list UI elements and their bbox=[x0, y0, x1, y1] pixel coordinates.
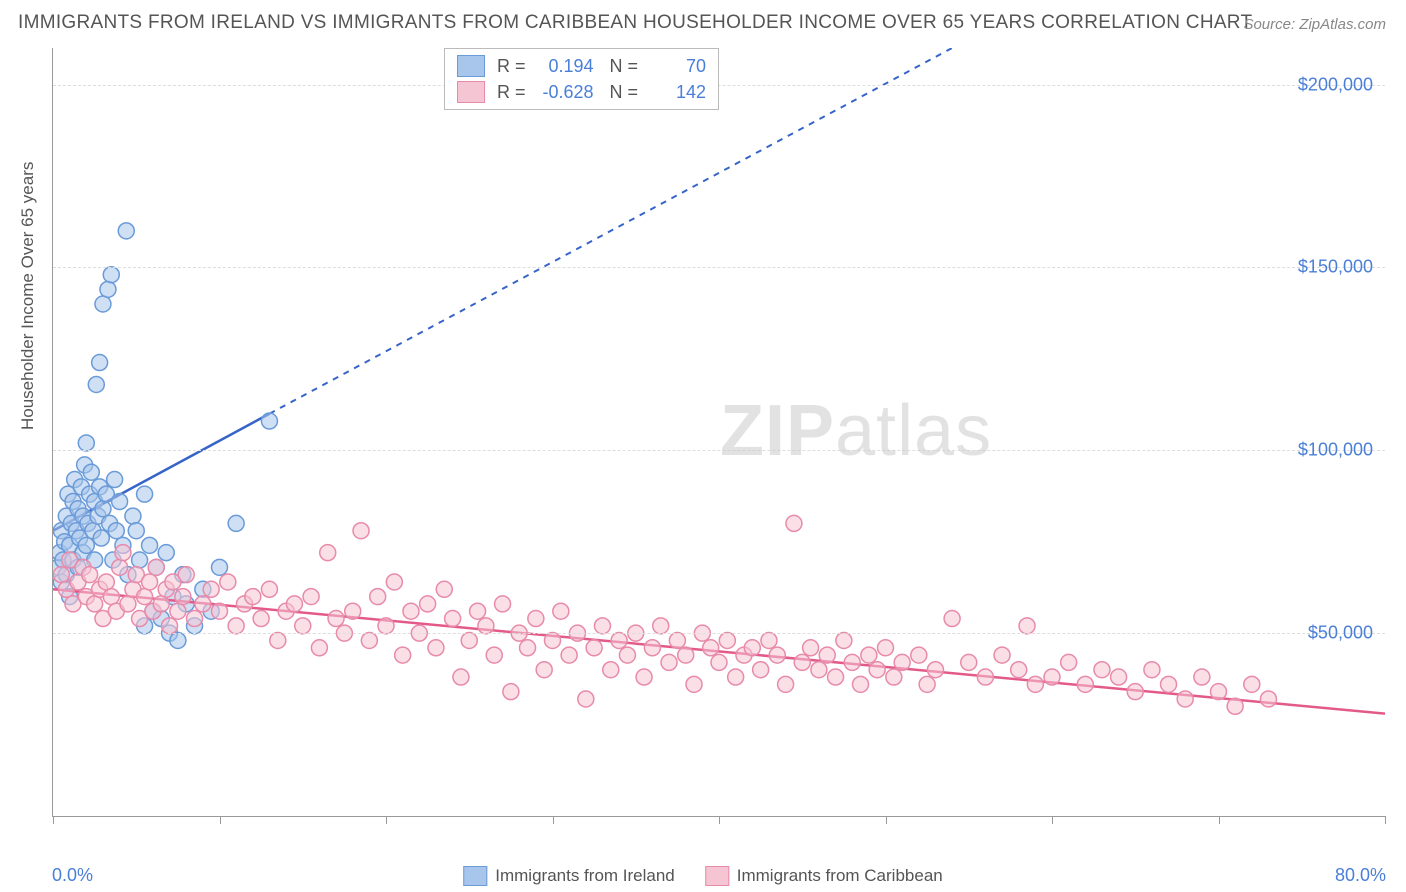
x-tick bbox=[886, 816, 887, 824]
x-tick bbox=[553, 816, 554, 824]
y-tick-label: $150,000 bbox=[1298, 257, 1373, 278]
grid-line bbox=[53, 267, 1385, 268]
x-tick-label-right: 80.0% bbox=[1335, 865, 1386, 886]
bottom-swatch-caribbean bbox=[705, 866, 729, 886]
n-label: N = bbox=[610, 82, 639, 103]
x-tick bbox=[1052, 816, 1053, 824]
grid-line bbox=[53, 633, 1385, 634]
y-tick-label: $100,000 bbox=[1298, 440, 1373, 461]
legend-row-caribbean: R = -0.628 N = 142 bbox=[457, 79, 706, 105]
y-axis-label: Householder Income Over 65 years bbox=[18, 162, 38, 430]
bottom-legend: Immigrants from Ireland Immigrants from … bbox=[463, 866, 942, 886]
n-value-ireland: 70 bbox=[646, 56, 706, 77]
x-tick bbox=[386, 816, 387, 824]
x-tick bbox=[719, 816, 720, 824]
legend-swatch-caribbean bbox=[457, 81, 485, 103]
bottom-legend-item-caribbean: Immigrants from Caribbean bbox=[705, 866, 943, 886]
chart-plot-area: $50,000 $100,000 $150,000 $200,000 bbox=[52, 48, 1385, 817]
r-label: R = bbox=[497, 56, 526, 77]
x-tick-label-left: 0.0% bbox=[52, 865, 93, 886]
legend-row-ireland: R = 0.194 N = 70 bbox=[457, 53, 706, 79]
r-label: R = bbox=[497, 82, 526, 103]
x-tick bbox=[1219, 816, 1220, 824]
x-tick bbox=[220, 816, 221, 824]
bottom-swatch-ireland bbox=[463, 866, 487, 886]
n-value-caribbean: 142 bbox=[646, 82, 706, 103]
grid-line bbox=[53, 450, 1385, 451]
bottom-legend-item-ireland: Immigrants from Ireland bbox=[463, 866, 675, 886]
x-tick bbox=[53, 816, 54, 824]
n-label: N = bbox=[610, 56, 639, 77]
bottom-label-ireland: Immigrants from Ireland bbox=[495, 866, 675, 886]
y-tick-label: $50,000 bbox=[1308, 623, 1373, 644]
chart-title: IMMIGRANTS FROM IRELAND VS IMMIGRANTS FR… bbox=[18, 12, 1252, 34]
correlation-legend-box: R = 0.194 N = 70 R = -0.628 N = 142 bbox=[444, 48, 719, 110]
x-tick bbox=[1385, 816, 1386, 824]
scatter-svg bbox=[53, 48, 1385, 816]
source-label: Source: ZipAtlas.com bbox=[1243, 16, 1386, 33]
legend-swatch-ireland bbox=[457, 55, 485, 77]
r-value-caribbean: -0.628 bbox=[534, 82, 594, 103]
y-tick-label: $200,000 bbox=[1298, 74, 1373, 95]
r-value-ireland: 0.194 bbox=[534, 56, 594, 77]
bottom-label-caribbean: Immigrants from Caribbean bbox=[737, 866, 943, 886]
